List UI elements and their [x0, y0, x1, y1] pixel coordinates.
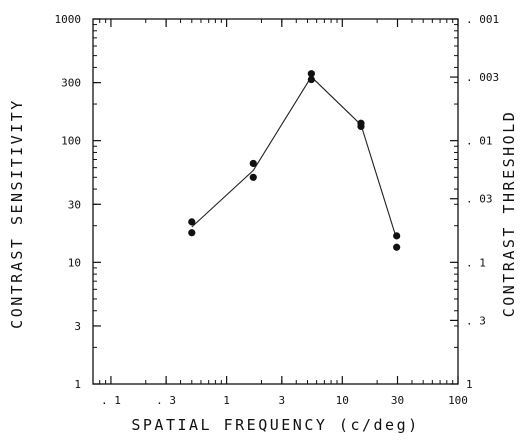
y-tick-label: 30 — [68, 198, 81, 211]
right-y-tick-label: . 001 — [466, 13, 499, 26]
data-point — [188, 218, 196, 226]
x-tick-label: . 3 — [156, 394, 176, 407]
data-point — [307, 75, 315, 84]
x-axis-title: SPATIAL FREQUENCY (c/deg) — [131, 416, 419, 434]
x-tick-label: 30 — [391, 394, 404, 407]
y-tick-label: 3 — [74, 320, 81, 333]
right-y-tick-label: . 1 — [466, 256, 486, 269]
right-y-tick-label: . 03 — [466, 193, 493, 206]
right-y-axis-title: CONTRAST THRESHOLD — [500, 110, 518, 318]
data-point — [249, 159, 257, 168]
y-tick-label: 300 — [61, 77, 81, 90]
data-point — [393, 232, 401, 240]
plot-border — [92, 18, 459, 385]
right-y-axis-ticks: 1 . 3 . 1 . 03 . 01 . 003 . 001 — [450, 13, 499, 391]
x-tick-label: 1 — [223, 394, 230, 407]
left-y-axis-title: CONTRAST SENSITIVITY — [8, 98, 26, 329]
data-point — [249, 173, 257, 181]
series-line — [191, 75, 398, 240]
right-y-tick-label: . 3 — [466, 314, 486, 327]
y-tick-label: 100 — [61, 135, 81, 148]
data-point — [188, 229, 196, 237]
data-point — [393, 243, 401, 251]
right-y-tick-label: 1 — [466, 378, 473, 391]
data-point — [307, 70, 315, 78]
y-tick-label: 1 — [74, 378, 81, 391]
points-layer — [188, 70, 401, 251]
series-layer — [191, 75, 398, 240]
data-point — [357, 122, 365, 130]
x-tick-label: 3 — [279, 394, 286, 407]
plot-frame — [92, 18, 459, 385]
x-tick-label: 100 — [448, 394, 468, 407]
x-tick-label: . 1 — [101, 394, 121, 407]
right-y-tick-label: . 003 — [466, 71, 499, 84]
x-tick-label: 10 — [336, 394, 349, 407]
left-y-axis-ticks: 1 3 10 30 100 300 1000 — [55, 13, 101, 391]
y-tick-label: 1000 — [55, 13, 82, 26]
y-tick-label: 10 — [68, 256, 81, 269]
x-axis-ticks: . 1 . 3 1 3 10 30 100 — [101, 19, 468, 407]
right-y-tick-label: . 01 — [466, 135, 493, 148]
